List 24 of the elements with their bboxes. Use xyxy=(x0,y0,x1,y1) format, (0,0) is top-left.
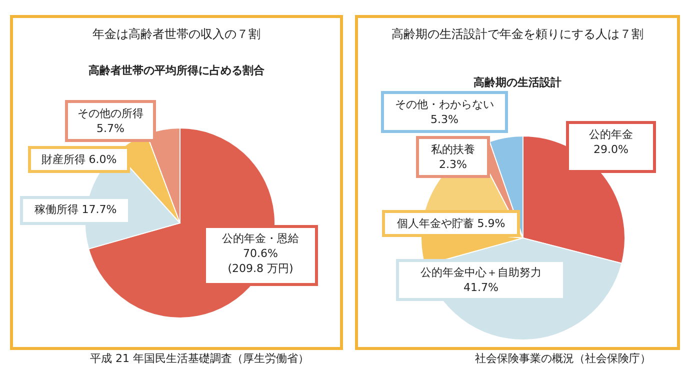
data-label: 5.3% xyxy=(430,113,458,126)
data-label: 29.0% xyxy=(594,143,628,156)
chart-subtitle: 高齢者世帯の平均所得に占める割合 xyxy=(88,63,266,78)
data-label: 17.7% xyxy=(82,203,117,216)
slice-label: 公的年金中心＋自助努力 xyxy=(420,266,542,279)
text: 平成 21 年国民生活基礎調査（厚生労働省） xyxy=(90,351,309,366)
data-label: 70.6% (209.8 万円) xyxy=(228,247,294,275)
slice-label: その他・わからない xyxy=(395,98,494,111)
chart-subtitle: 高齢期の生活設計 xyxy=(472,75,562,90)
chart-title: 年金は高齢者世帯の収入の７割 xyxy=(92,26,262,43)
chart-title: 高齢期の生活設計で年金を頼りにする人は７割 xyxy=(390,26,644,43)
data-label: 6.0% xyxy=(88,153,117,166)
data-label: 41.7% xyxy=(464,281,498,294)
slice-label: 稼働所得 xyxy=(34,203,78,216)
slice-label: その他の所得 xyxy=(78,107,144,120)
slice-label: 公的年金・恩給 xyxy=(222,232,299,245)
data-label: 2.3% xyxy=(439,158,467,171)
slice-label: 公的年金 xyxy=(589,128,633,141)
slice-label: 個人年金や貯蓄 xyxy=(396,217,474,230)
slice-label: 財産所得 xyxy=(41,153,86,166)
data-label: 5.7% xyxy=(96,122,124,135)
slice-label: 私的扶養 xyxy=(431,143,475,156)
data-label: 5.9% xyxy=(477,217,506,230)
text: 社会保険事業の概況（社会保険庁） xyxy=(475,351,651,366)
